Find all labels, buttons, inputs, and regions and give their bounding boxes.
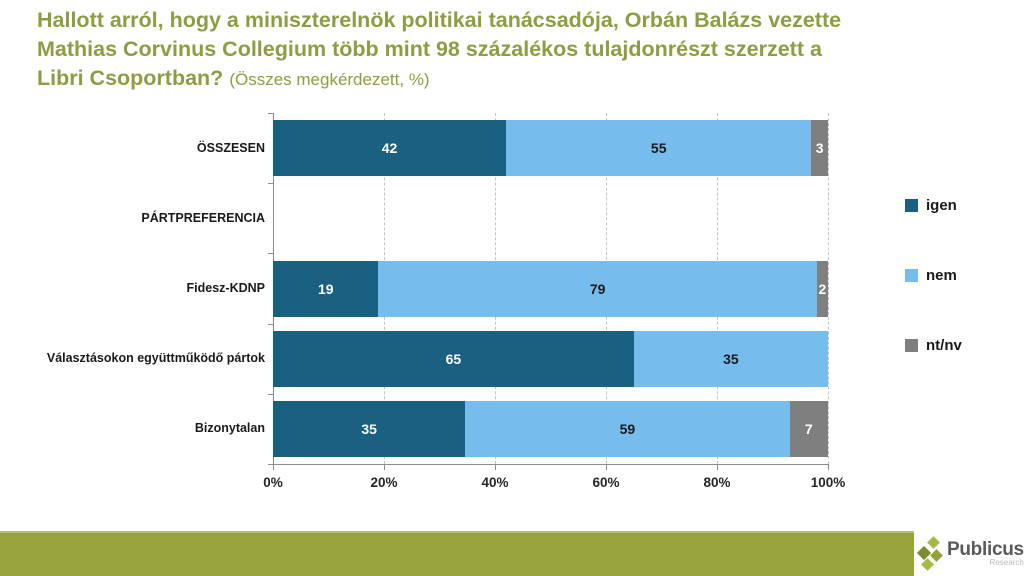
category-label: Fidesz-KDNP (186, 280, 265, 295)
publicus-logo: Publicus Research (916, 536, 1024, 571)
bar-row: 42 55 3 (273, 120, 828, 177)
bar-segment-igen: 65 (273, 330, 634, 387)
bar-segment-igen: 42 (273, 120, 507, 177)
y-axis-tick (268, 394, 273, 395)
bar-row: 65 35 (273, 330, 828, 387)
legend-swatch-igen (905, 198, 918, 212)
legend-label-igen: igen (926, 196, 957, 214)
bar-row: 19 79 2 (273, 260, 828, 317)
x-axis-tick (384, 464, 385, 470)
y-axis-tick (268, 253, 273, 254)
category-label: PÁRTPREFERENCIA (141, 210, 265, 225)
bar-segment-igen: 35 (273, 400, 466, 457)
title-suffix: (Összes megkérdezett, %) (229, 70, 430, 89)
x-tick-label: 100% (810, 475, 846, 490)
legend-entry-igen: igen (905, 196, 962, 214)
bar-segment-nem: 55 (506, 120, 812, 177)
bar-segment-nem: 35 (633, 330, 828, 387)
bar-segment-ntnv: 2 (816, 260, 828, 317)
title-line-3-main: Libri Csoportban? (37, 66, 224, 90)
page-title: Hallott arról, hogy a miniszterelnök pol… (37, 6, 997, 94)
y-axis-tick (268, 464, 273, 465)
x-tick-label: 60% (592, 475, 620, 490)
footer-band (0, 531, 914, 576)
title-line-1: Hallott arról, hogy a miniszterelnök pol… (37, 8, 842, 32)
stacked-bar-chart: 42 55 3 19 79 2 65 35 35 59 7 0% 20% 40% 60% 80% 1… (0, 113, 860, 513)
legend-entry-ntnv: nt/nv (905, 336, 962, 354)
category-label: ÖSSZESEN (196, 140, 265, 155)
y-axis-tick (268, 113, 273, 114)
category-label: Választásokon együttműködő pártok (46, 351, 265, 366)
diamond-top-icon (927, 536, 940, 549)
publicus-diamonds-icon (916, 536, 943, 571)
x-tick-label: 40% (481, 475, 509, 490)
x-axis-tick (273, 464, 274, 470)
bar-segment-igen: 19 (273, 260, 379, 317)
x-tick-label: 20% (370, 475, 398, 490)
logo-text: Publicus Research (947, 539, 1024, 568)
title-line-2: Mathias Corvinus Collegium több mint 98 … (37, 37, 822, 61)
y-axis-tick (268, 324, 273, 325)
legend: igen nem nt/nv (905, 196, 962, 406)
legend-entry-nem: nem (905, 266, 962, 284)
x-tick-label: 80% (703, 475, 731, 490)
bar-segment-nem: 59 (465, 400, 790, 457)
x-axis-tick (606, 464, 607, 470)
bar-segment-ntnv: 3 (811, 120, 828, 177)
diamond-right-icon (930, 549, 943, 562)
legend-label-nem: nem (926, 266, 957, 284)
legend-swatch-ntnv (905, 338, 918, 352)
legend-label-ntnv: nt/nv (926, 336, 962, 354)
legend-swatch-nem (905, 268, 918, 282)
x-axis-line (273, 464, 829, 465)
bar-segment-nem: 79 (378, 260, 817, 317)
x-axis-tick (495, 464, 496, 470)
brand-name: Publicus (947, 539, 1024, 560)
category-label: Bizonytalan (194, 421, 265, 436)
title-line-3: Libri Csoportban? (Összes megkérdezett, … (37, 64, 997, 94)
x-tick-label: 0% (263, 475, 283, 490)
gridline (828, 113, 829, 464)
x-axis-tick (828, 464, 829, 470)
brand-subtitle: Research (989, 558, 1024, 567)
diamond-left-icon (916, 545, 932, 561)
y-axis-tick (268, 183, 273, 184)
bar-row: 35 59 7 (273, 400, 828, 457)
plot-area: 42 55 3 19 79 2 65 35 35 59 7 (268, 113, 829, 465)
x-axis-tick (717, 464, 718, 470)
bar-segment-ntnv: 7 (789, 400, 828, 457)
